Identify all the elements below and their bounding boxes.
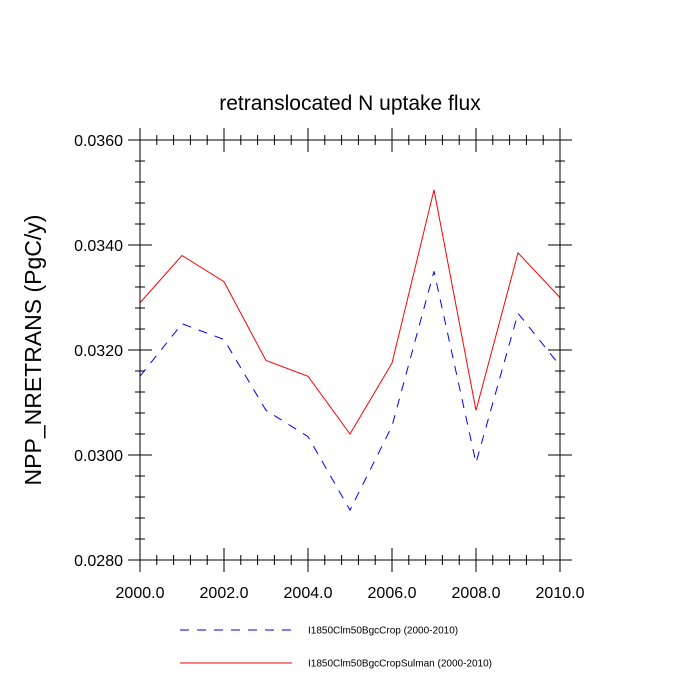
series-line-2 bbox=[139, 189, 561, 435]
x-tick-label: 2006.0 bbox=[368, 585, 417, 602]
y-tick-label: 0.0280 bbox=[74, 553, 123, 570]
y-tick-label: 0.0320 bbox=[74, 343, 123, 360]
x-tick-label: 2010.0 bbox=[536, 585, 585, 602]
legend-label-1: I1850Clm50BgcCrop (2000-2010) bbox=[308, 626, 458, 637]
chart-title: retranslocated N uptake flux bbox=[219, 92, 481, 115]
series-lines bbox=[139, 189, 561, 512]
x-tick-label: 2002.0 bbox=[200, 585, 249, 602]
x-tick-label: 2000.0 bbox=[116, 585, 165, 602]
x-tick-labels: 2000.0 2002.0 2004.0 2006.0 2008.0 2010.0 bbox=[116, 585, 585, 602]
minor-ticks bbox=[135, 135, 565, 565]
x-tick-label: 2004.0 bbox=[284, 585, 333, 602]
major-ticks bbox=[128, 128, 572, 572]
y-tick-label: 0.0340 bbox=[74, 238, 123, 255]
legend-label-2: I1850Clm50BgcCropSulman (2000-2010) bbox=[308, 659, 492, 670]
y-tick-label: 0.0360 bbox=[74, 133, 123, 150]
x-tick-label: 2008.0 bbox=[452, 585, 501, 602]
plot-frame bbox=[139, 139, 561, 561]
y-tick-labels: 0.0280 0.0300 0.0320 0.0340 0.0360 bbox=[74, 133, 123, 570]
legend: I1850Clm50BgcCrop (2000-2010) I1850Clm50B… bbox=[180, 626, 492, 670]
series-line-1 bbox=[139, 271, 561, 512]
y-axis-label: NPP_NRETRANS (PgC/y) bbox=[20, 215, 46, 486]
y-tick-label: 0.0300 bbox=[74, 448, 123, 465]
